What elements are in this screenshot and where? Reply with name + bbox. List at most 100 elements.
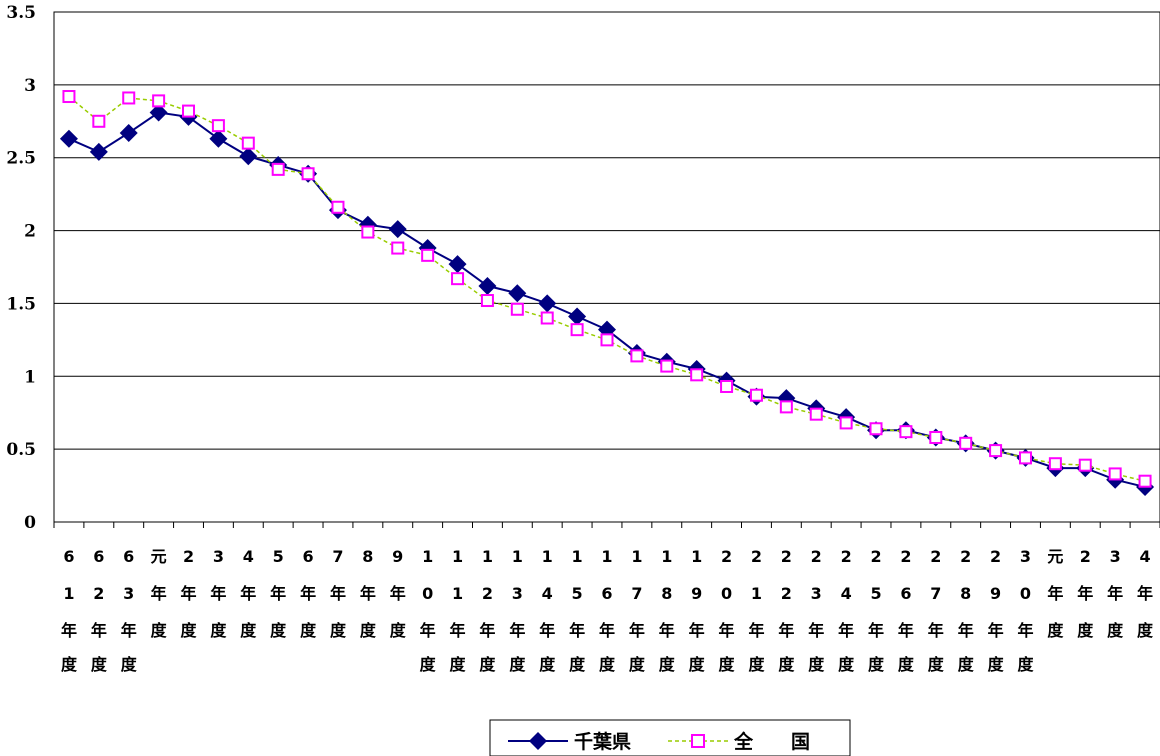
x-tick-label-char: 年: [121, 621, 137, 640]
x-tick-label: 5 年度: [270, 547, 287, 640]
x-tick-label-char: 年: [719, 621, 735, 640]
x-tick-label-char: 度: [61, 655, 78, 674]
x-tick-label-char: 度: [1107, 621, 1124, 640]
x-tick-label-char: 度: [420, 655, 437, 674]
x-tick-label-char: 度: [958, 655, 975, 674]
x-tick-label: 1 4 年度: [539, 547, 556, 674]
data-point: [59, 129, 78, 148]
data-point: [1138, 474, 1152, 488]
x-tick-label-char: 3: [512, 584, 523, 603]
x-tick-label: 2 1 年度: [748, 547, 765, 674]
x-tick-label-char: 1: [631, 547, 642, 566]
x-tick-label: 1 6 年度: [599, 547, 616, 674]
x-tick-label-char: 年: [838, 621, 854, 640]
data-point: [331, 200, 345, 214]
x-tick-label-char: 9: [990, 584, 1001, 603]
data-point: [690, 368, 704, 382]
x-tick-label-char: 度: [390, 621, 407, 640]
data-point: [570, 323, 584, 337]
y-tick-label: 1: [24, 367, 36, 387]
x-tick-label: 元年度: [1047, 547, 1064, 640]
x-tick-label-char: 度: [330, 621, 347, 640]
data-point: [1018, 451, 1032, 465]
data-point: [391, 241, 405, 255]
x-tick-label-char: 年: [479, 621, 495, 640]
x-tick-label-char: 1: [751, 584, 762, 603]
data-point: [538, 294, 557, 313]
x-tick-label-char: 4: [1139, 547, 1150, 566]
x-tick-label-char: 2: [781, 547, 792, 566]
x-tick-label-char: 度: [928, 655, 945, 674]
x-tick-label-char: 度: [539, 655, 556, 674]
x-tick-label-char: 8: [362, 547, 373, 566]
x-tick-label: 1 7 年度: [629, 547, 646, 674]
y-tick-label: 2: [24, 222, 36, 242]
x-tick-label: 2 年度: [181, 547, 198, 640]
series-group: [59, 90, 1155, 497]
data-point: [448, 255, 467, 274]
x-tick-label-char: 5: [572, 584, 583, 603]
data-point: [839, 416, 853, 430]
data-point: [869, 422, 883, 436]
x-tick-label-char: 年: [509, 621, 525, 640]
x-tick-label-char: 2: [811, 547, 822, 566]
data-point: [89, 142, 108, 161]
x-tick-label: 6 2 年度: [91, 547, 108, 674]
x-tick-label: 1 8 年度: [659, 547, 676, 674]
x-tick-label: 2 7 年度: [928, 547, 945, 674]
x-tick-label-char: 6: [123, 547, 134, 566]
data-point: [959, 436, 973, 450]
data-point: [62, 90, 76, 104]
x-tick-label-char: 度: [479, 655, 496, 674]
x-tick-label-char: 年: [629, 621, 645, 640]
data-point: [899, 425, 913, 439]
data-point: [122, 91, 136, 105]
x-tick-label-char: 1: [63, 584, 74, 603]
y-tick-label: 2.5: [6, 149, 36, 169]
x-tick-label-char: 1: [542, 547, 553, 566]
x-tick-label-char: 年: [868, 621, 884, 640]
y-tick-label: 0: [24, 513, 36, 533]
x-tick-label-char: 年: [1137, 584, 1153, 603]
x-tick-label-char: 年: [420, 621, 436, 640]
x-tick-label-char: 年: [151, 584, 167, 603]
data-point: [1048, 457, 1062, 471]
x-tick-label: 8 年度: [360, 547, 377, 640]
x-tick-label-char: 年: [1107, 584, 1123, 603]
x-tick-label-char: 3: [811, 584, 822, 603]
y-tick-label: 1.5: [6, 294, 36, 314]
data-point: [660, 359, 674, 373]
x-tick-label-char: 年: [181, 584, 197, 603]
data-point: [301, 167, 315, 181]
data-point: [600, 333, 614, 347]
x-tick-label-char: 4: [542, 584, 553, 603]
legend-box: [489, 719, 851, 756]
data-point: [119, 123, 138, 142]
x-tick-label: 1 3 年度: [509, 547, 526, 674]
x-tick-label-char: 1: [422, 547, 433, 566]
x-tick-label-char: 2: [960, 547, 971, 566]
x-tick-label-char: 2: [183, 547, 194, 566]
x-tick-label: 1 0 年度: [420, 547, 437, 674]
x-tick-label-char: 度: [210, 621, 227, 640]
x-tick-label-char: 年: [270, 584, 286, 603]
x-tick-label: 9 年度: [390, 547, 407, 640]
x-tick-label-char: 1: [661, 547, 672, 566]
data-point: [540, 311, 554, 325]
legend-series-1-label: 千葉県: [574, 731, 631, 753]
x-tick-label: 3 年度: [1107, 547, 1124, 640]
y-tick-label: 0.5: [6, 440, 36, 460]
legend-series-2-marker: [691, 734, 705, 748]
x-tick-label: 2 4 年度: [838, 547, 855, 674]
x-tick-label-char: 3: [213, 547, 224, 566]
x-tick-label-char: 度: [1047, 621, 1064, 640]
x-tick-label-char: 1: [572, 547, 583, 566]
x-tick-label: 3 0 年度: [1017, 547, 1034, 674]
x-tick-label-char: 度: [599, 655, 616, 674]
x-tick-label-char: 度: [270, 621, 287, 640]
data-point: [510, 302, 524, 316]
data-point: [1078, 458, 1092, 472]
x-tick-label-char: 2: [781, 584, 792, 603]
series-markers-2: [62, 90, 1152, 488]
